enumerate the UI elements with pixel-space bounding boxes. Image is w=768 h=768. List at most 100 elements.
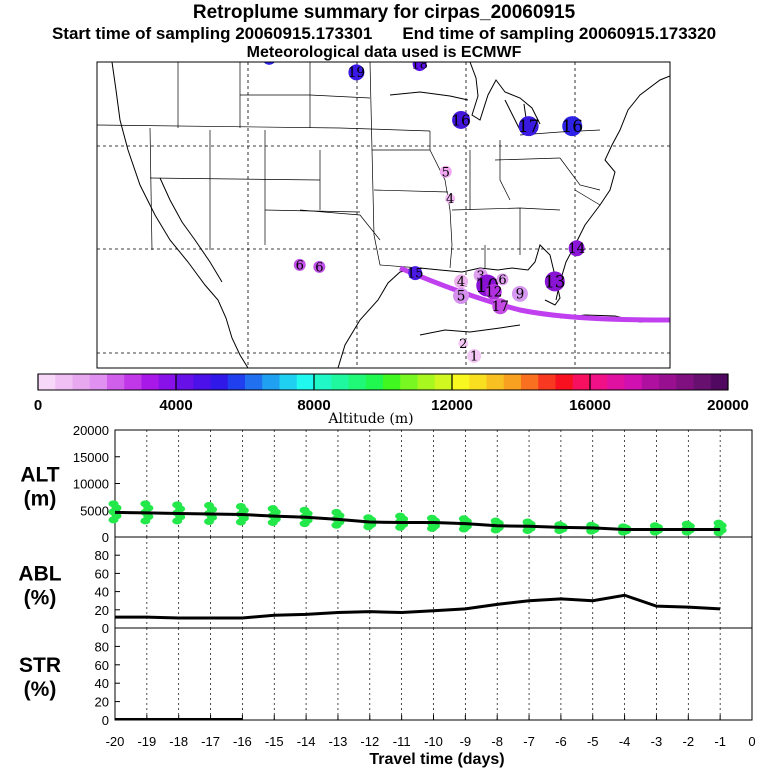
- colorbar-segment: [452, 374, 470, 390]
- plume-marker-dot: [641, 452, 661, 472]
- y-tick-label: 40: [95, 676, 109, 691]
- plume-marker-dot: [483, 399, 505, 421]
- x-tick-label: -6: [555, 734, 567, 749]
- plume-marker-label: 4: [543, 446, 558, 474]
- colorbar-segment: [314, 374, 332, 390]
- colorbar-segment: [555, 374, 574, 390]
- plume-marker-dot: [263, 62, 275, 65]
- colorbar-segment: [710, 374, 729, 390]
- chart-title: Retroplume summary for cirpas_20060915: [192, 2, 576, 23]
- colorbar-segment: [296, 374, 315, 390]
- plume-marker-dot: [705, 448, 719, 462]
- colorbar-segment: [400, 374, 418, 390]
- colorbar-segment: [434, 374, 453, 390]
- map-frame: [96, 61, 671, 369]
- x-tick-label: -5: [587, 734, 599, 749]
- panel-unit: (%): [24, 587, 57, 610]
- colorbar-tick-label: 16000: [569, 397, 611, 414]
- plume-marker-dot: [687, 293, 701, 307]
- plume-marker-dot: [496, 273, 509, 286]
- plume-marker-dot: [747, 422, 759, 434]
- colorbar-segment: [676, 374, 694, 390]
- x-tick-label: -7: [523, 734, 535, 749]
- colorbar-segment: [659, 374, 677, 390]
- start-time-label: Start time of sampling 20060915.173301: [51, 24, 373, 43]
- plume-marker-dot: [686, 457, 708, 479]
- plume-marker-label: 6: [315, 260, 323, 275]
- altitude-spread-point: [204, 501, 215, 509]
- plume-marker-label: 4: [446, 192, 454, 207]
- colorbar-segment: [469, 374, 487, 390]
- colorbar-segment: [107, 374, 125, 390]
- altitude-spread-point: [331, 508, 342, 516]
- plume-marker-label: 4: [457, 275, 465, 290]
- plume-marker-dot: [492, 298, 509, 315]
- plume-marker-dot: [518, 116, 539, 137]
- y-tick-label: 0: [102, 530, 109, 545]
- x-tick-label: -11: [393, 734, 411, 749]
- plume-marker-label: 8: [762, 444, 768, 460]
- colorbar-segment: [72, 374, 91, 390]
- colorbar-tick-label: 0: [34, 397, 42, 414]
- y-tick-label: 10000: [73, 477, 109, 492]
- plume-marker-dot: [567, 443, 587, 463]
- colorbar-segment: [417, 374, 436, 390]
- plume-marker-dot: [485, 283, 502, 300]
- plume-marker-dot: [562, 116, 583, 137]
- colorbar-segment: [331, 374, 349, 390]
- plume-marker-dot: [736, 476, 752, 492]
- panel-label: ABL: [18, 563, 61, 586]
- plume-marker-dot: [293, 258, 306, 271]
- map-panel: 2019181617165414661543510612913173021112…: [96, 58, 768, 493]
- y-tick-label: 80: [95, 639, 109, 654]
- plume-marker-label: 18: [411, 58, 428, 73]
- y-tick-label: 20: [95, 603, 109, 618]
- x-axis-title: Travel time (days): [369, 751, 504, 768]
- abl-line: [115, 593, 721, 620]
- plume-marker-dot: [454, 274, 469, 289]
- colorbar-segment: [486, 374, 505, 390]
- colorbar-segment: [245, 374, 263, 390]
- colorbar-segment: [158, 374, 177, 390]
- colorbar-segment: [227, 374, 246, 390]
- plume-marker-dot: [445, 193, 456, 204]
- colorbar-title: Altitude (m): [327, 411, 413, 427]
- y-tick-label: 5000: [80, 503, 109, 518]
- plume-marker-label: 7: [630, 452, 641, 472]
- y-tick-label: 0: [102, 621, 109, 636]
- altitude-spread-point: [713, 519, 724, 527]
- altitude-spread-point: [458, 515, 469, 523]
- plume-marker-dot: [439, 165, 452, 178]
- colorbar-tick-label: 8000: [297, 397, 330, 414]
- time-series-panels: 20000150001000050000ALT(m)806040200ABL(%…: [18, 423, 755, 768]
- altitude-spread-point: [299, 506, 310, 514]
- x-tick-label: -13: [329, 734, 348, 749]
- x-tick-label: -4: [619, 734, 631, 749]
- plume-marker-label: 6: [571, 444, 582, 464]
- plume-marker-dot: [453, 287, 470, 304]
- colorbar-segment: [38, 374, 56, 390]
- plume-marker-label: 13: [544, 272, 566, 292]
- altitude-spread-point: [267, 505, 278, 513]
- y-tick-label: 60: [95, 658, 109, 673]
- x-tick-label: -16: [233, 734, 252, 749]
- plume-marker-label: 17: [518, 117, 540, 137]
- altitude-spread-point: [395, 512, 406, 520]
- plume-marker-dot: [758, 443, 768, 459]
- x-tick-label: 0: [748, 734, 755, 749]
- x-tick-label: -20: [106, 734, 125, 749]
- colorbar-segment: [141, 374, 160, 390]
- colorbar-segment: [607, 374, 625, 390]
- colorbar-segment: [176, 374, 194, 390]
- colorbar-segment: [641, 374, 660, 390]
- plume-marker-label: 4: [488, 400, 500, 421]
- plume-marker-label: 9: [740, 477, 749, 493]
- altitude-spread-point: [363, 514, 374, 522]
- panel-unit: (m): [24, 488, 57, 511]
- plume-marker-label: 6: [296, 258, 304, 273]
- x-tick-label: -8: [491, 734, 503, 749]
- plume-marker-dot: [544, 271, 565, 292]
- plume-marker-label: 9: [719, 424, 727, 439]
